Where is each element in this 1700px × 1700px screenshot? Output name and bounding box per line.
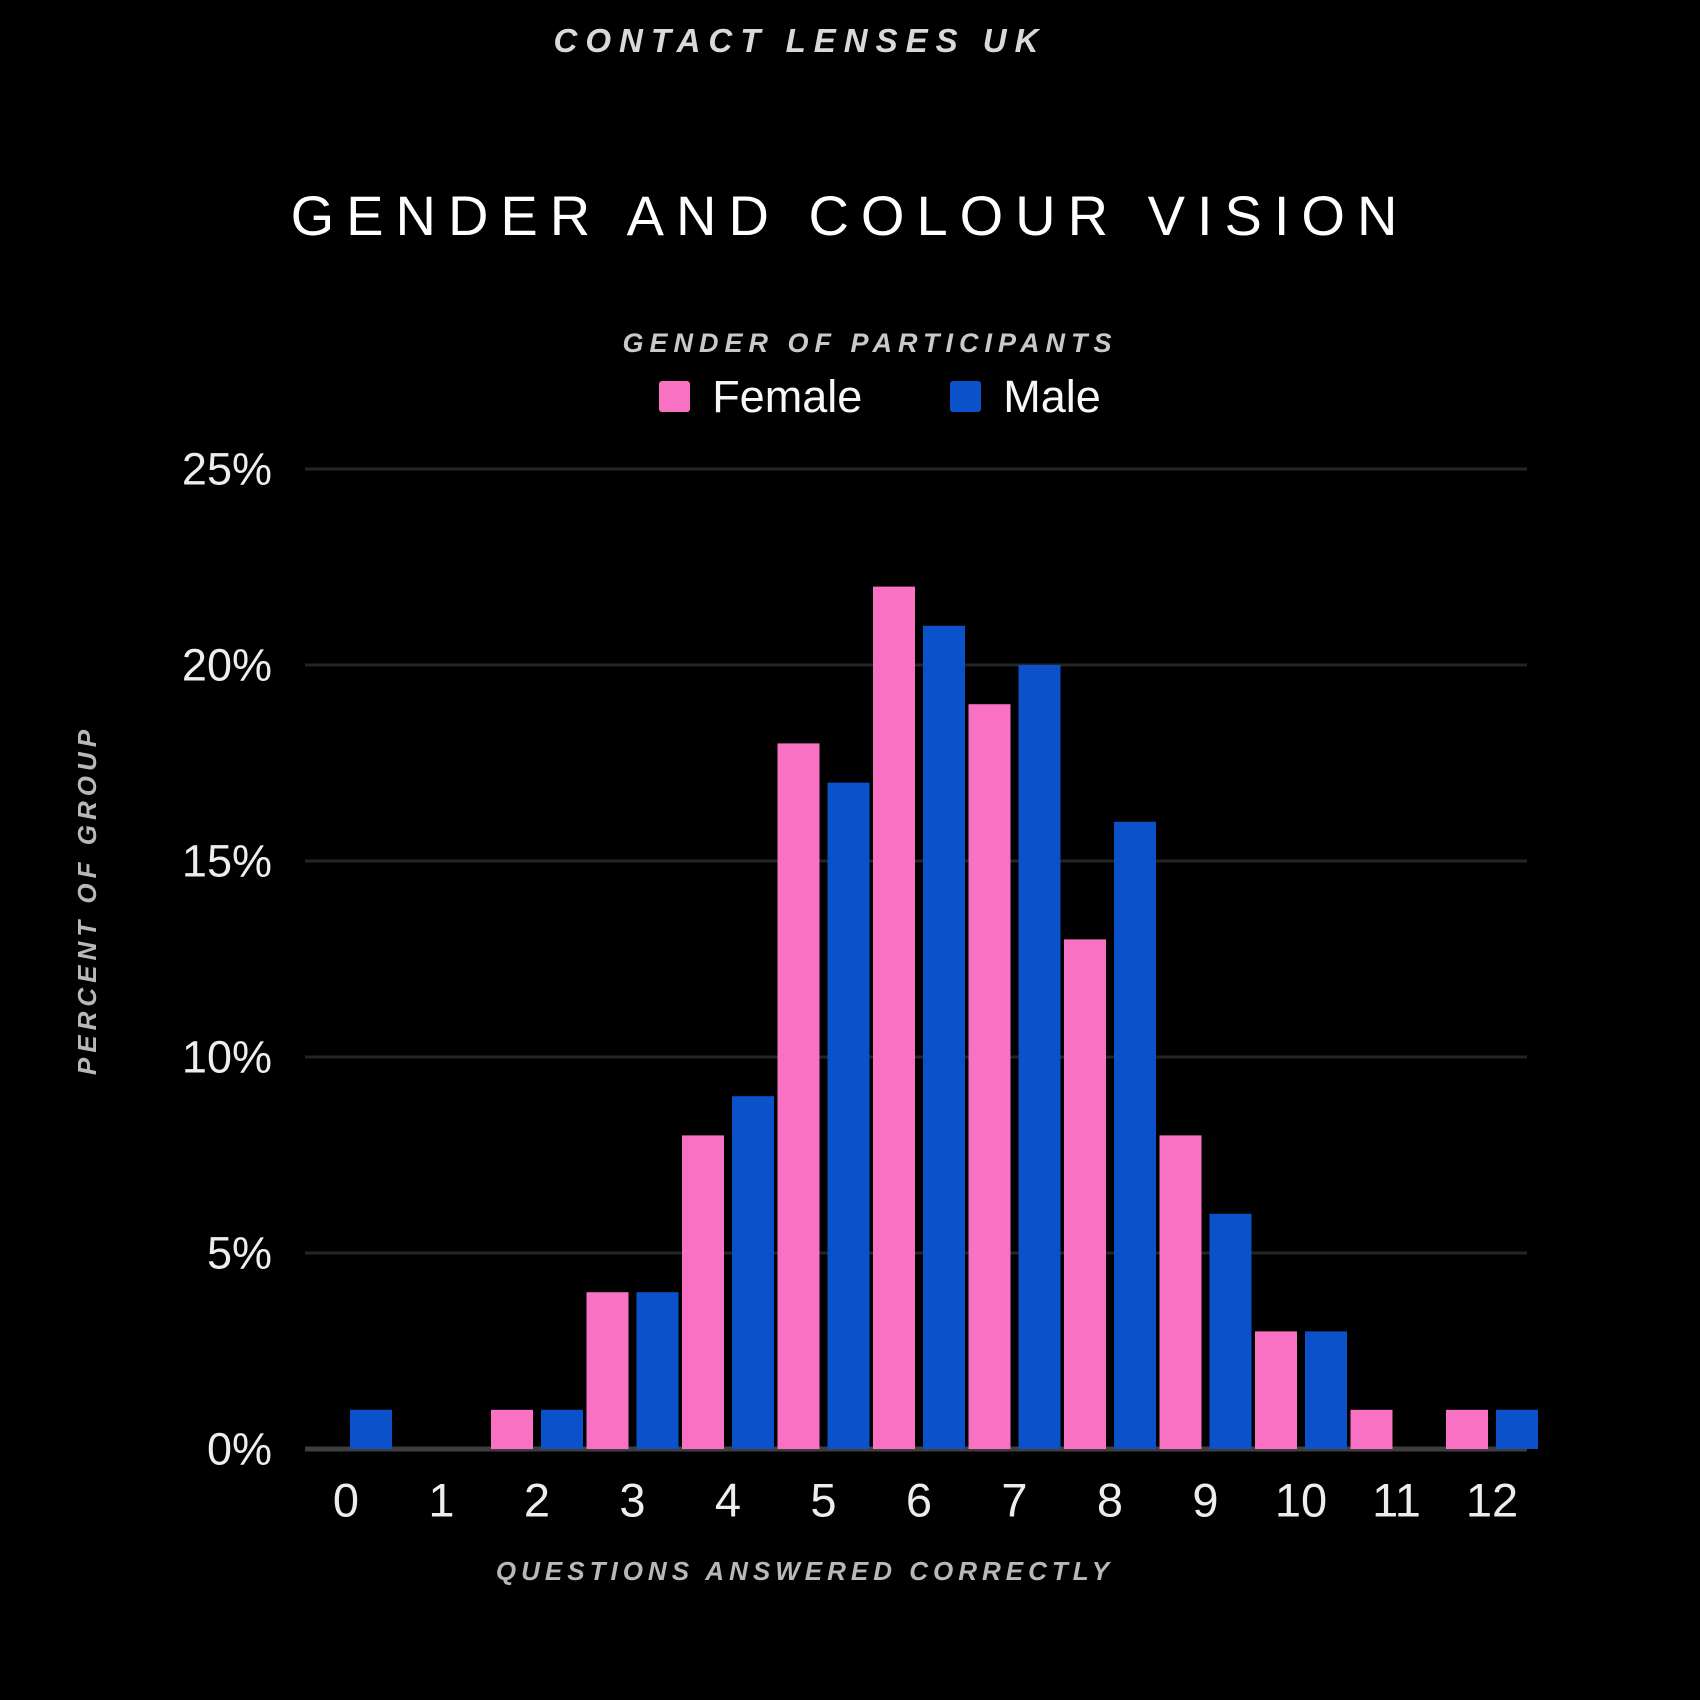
legend-item-male: Male [950, 374, 1101, 419]
page-title: GENDER AND COLOUR VISION [290, 184, 1410, 247]
bar-male-6 [923, 625, 965, 1449]
bar-male-8 [1114, 821, 1156, 1449]
bars [350, 586, 1538, 1449]
bar-female-2 [491, 1409, 533, 1449]
x-tick-label: 3 [619, 1474, 645, 1527]
bar-male-3 [636, 1292, 679, 1449]
y-tick-label: 20% [182, 640, 272, 691]
brand-text: CONTACT LENSES UK [553, 22, 1047, 59]
y-axis-title: PERCENT OF GROUP [72, 725, 102, 1075]
female-swatch-icon [659, 381, 691, 412]
y-tick-label: 15% [182, 836, 272, 887]
x-tick-label: 4 [715, 1474, 741, 1527]
y-tick-label: 0% [207, 1424, 272, 1475]
bar-female-5 [777, 743, 820, 1449]
bar-male-7 [1018, 665, 1061, 1449]
bar-male-2 [541, 1409, 583, 1449]
bar-male-10 [1305, 1331, 1347, 1449]
x-tick-label: 9 [1192, 1474, 1218, 1527]
bar-female-6 [873, 586, 915, 1449]
bar-male-12 [1496, 1409, 1538, 1449]
x-axis-title: QUESTIONS ANSWERED CORRECTLY [496, 1556, 1114, 1586]
gridlines [305, 467, 1527, 1452]
x-tick-label: 10 [1275, 1474, 1327, 1527]
y-tick-label: 5% [207, 1228, 272, 1279]
bar-female-9 [1159, 1135, 1202, 1449]
bar-female-3 [586, 1292, 629, 1449]
y-axis-ticks: 0% 5% 10% 15% 20% 25% [182, 444, 272, 1475]
x-tick-label: 5 [810, 1474, 836, 1527]
y-tick-label: 10% [182, 1032, 272, 1083]
x-tick-label: 8 [1097, 1474, 1123, 1527]
bar-male-4 [732, 1096, 774, 1449]
x-tick-label: 0 [333, 1474, 359, 1527]
x-tick-label: 12 [1466, 1474, 1518, 1527]
bar-female-7 [968, 704, 1011, 1449]
bar-male-0 [350, 1409, 392, 1449]
legend-title: GENDER OF PARTICIPANTS [622, 328, 1118, 358]
legend: Female Male [0, 374, 1700, 419]
bar-female-8 [1064, 939, 1106, 1449]
x-tick-label: 2 [524, 1474, 550, 1527]
bar-female-4 [682, 1135, 724, 1449]
x-tick-label: 11 [1372, 1474, 1421, 1527]
legend-label-male: Male [1003, 371, 1101, 422]
x-tick-label: 7 [1001, 1474, 1027, 1527]
bar-male-5 [827, 782, 870, 1449]
bar-male-9 [1209, 1213, 1252, 1449]
bar-female-11 [1350, 1409, 1393, 1449]
x-tick-label: 6 [906, 1474, 932, 1527]
bar-female-12 [1446, 1409, 1488, 1449]
x-tick-label: 1 [428, 1474, 454, 1527]
male-swatch-icon [950, 381, 982, 412]
bar-female-10 [1255, 1331, 1297, 1449]
y-tick-label: 25% [182, 444, 272, 495]
x-axis-ticks: 0 1 2 3 4 5 6 7 8 9 10 11 12 [333, 1474, 1518, 1527]
legend-item-female: Female [659, 374, 862, 419]
legend-label-female: Female [712, 371, 863, 422]
